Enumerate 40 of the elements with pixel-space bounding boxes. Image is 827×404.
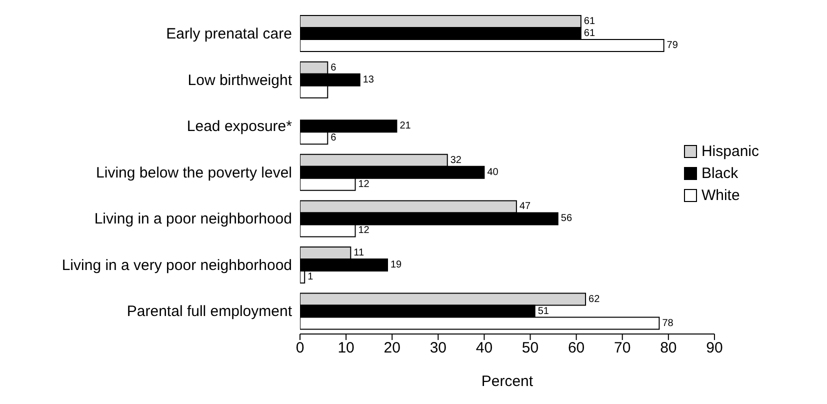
x-tick-label: 50 — [522, 340, 539, 357]
data-label: 6 — [330, 62, 337, 74]
data-label: 56 — [560, 213, 572, 224]
x-tick-label: 20 — [384, 340, 400, 357]
data-label: 61 — [584, 16, 596, 28]
data-label: 40 — [487, 166, 499, 178]
data-label: 51 — [538, 306, 550, 317]
data-label: 21 — [400, 120, 412, 132]
data-label: 11 — [354, 247, 364, 258]
x-tick-label: 0 — [296, 340, 304, 357]
data-label: 6 — [330, 132, 337, 144]
data-label: 47 — [519, 201, 532, 212]
x-tick-label: 60 — [568, 340, 585, 357]
x-tick-label: 90 — [706, 340, 723, 357]
x-tick-label: 10 — [338, 340, 354, 357]
x-tick-label: 80 — [660, 340, 677, 357]
y-tick-label: Early prenatal care — [166, 25, 292, 42]
data-label: 62 — [588, 294, 600, 305]
data-label: 32 — [450, 154, 462, 166]
x-tick-label: 40 — [476, 340, 493, 357]
data-label: 61 — [584, 28, 596, 40]
y-tick-label: Low birthweight — [188, 72, 293, 89]
y-tick-label: Parental full employment — [126, 303, 293, 320]
legend-label: Hispanic — [701, 143, 759, 160]
data-label: 1 — [308, 271, 314, 282]
data-label: 12 — [358, 225, 370, 236]
x-tick-label: 70 — [614, 340, 631, 357]
legend-label: Black — [701, 165, 738, 182]
data-label: 13 — [362, 74, 374, 86]
y-tick-label: Living in a very poor neighborhood — [62, 256, 292, 274]
data-label: 79 — [666, 40, 678, 52]
data-label: 19 — [390, 259, 402, 270]
data-label: 12 — [358, 178, 370, 190]
x-tick-label: 30 — [430, 340, 446, 357]
y-tick-label: Living below the poverty level — [96, 164, 292, 182]
x-axis-title: Percent — [481, 373, 534, 390]
y-tick-label: Lead exposure* — [186, 118, 292, 136]
data-label: 78 — [662, 318, 674, 329]
legend-label: White — [701, 187, 740, 204]
y-tick-label: Living in a poor neighborhood — [94, 210, 292, 228]
